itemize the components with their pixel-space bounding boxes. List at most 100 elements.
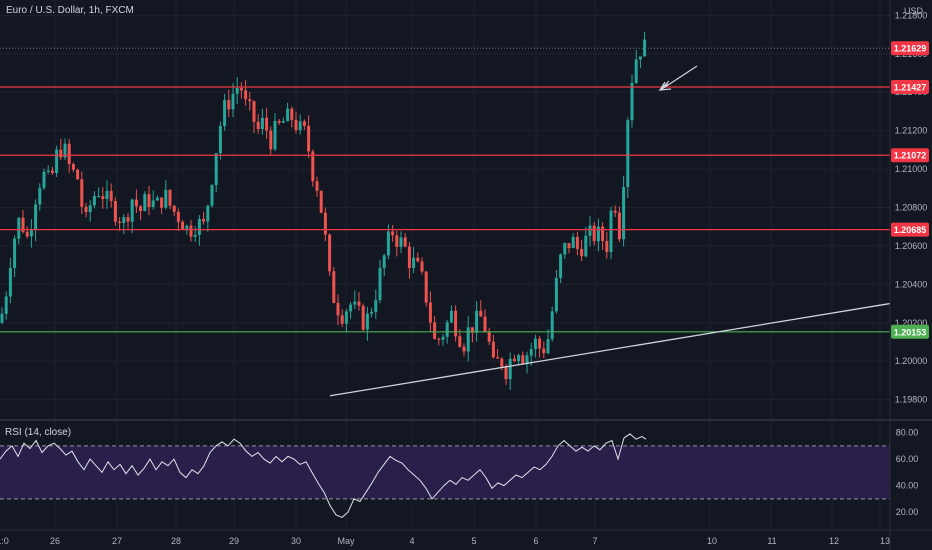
chart-grid xyxy=(0,0,890,528)
time-tick-label: 10 xyxy=(707,536,717,546)
candle-body xyxy=(512,358,516,362)
candle-body xyxy=(76,169,80,180)
candle-body xyxy=(336,302,340,316)
candle-body xyxy=(168,189,172,206)
candle-body xyxy=(134,199,138,207)
candle-body xyxy=(559,254,563,278)
candle-body xyxy=(609,210,613,252)
candle-body xyxy=(542,348,546,354)
candle-body xyxy=(227,100,231,110)
candle-body xyxy=(365,313,369,330)
level-tag-label: 1.21427 xyxy=(894,83,927,93)
candle-body xyxy=(588,225,592,236)
candle-body xyxy=(113,201,117,222)
price-tick-label: 1.21200 xyxy=(895,126,928,136)
candle-body xyxy=(433,322,437,339)
candle-body xyxy=(38,187,42,205)
rsi-axis[interactable]: 80.00 60.00 40.00 20.00 xyxy=(896,428,919,517)
candle-body xyxy=(617,212,621,240)
candle-body xyxy=(349,304,353,312)
candle-body xyxy=(470,327,474,333)
time-tick-label: 26 xyxy=(50,536,60,546)
candle-body xyxy=(197,218,201,235)
candle-body xyxy=(92,196,96,206)
candle-body xyxy=(63,143,67,158)
candle-body xyxy=(395,235,399,247)
candle-body xyxy=(290,108,294,120)
last-price-label: 1.21629 xyxy=(894,44,927,54)
ascending-trendline[interactable] xyxy=(329,302,891,397)
candle-body xyxy=(420,261,424,272)
level-tag-label: 1.20685 xyxy=(894,225,927,235)
candle-body xyxy=(277,120,281,123)
time-tick-label: 12 xyxy=(829,536,839,546)
candle-body xyxy=(122,217,126,224)
candle-body xyxy=(601,226,605,241)
level-tag xyxy=(891,148,929,163)
candle-body xyxy=(567,243,571,249)
candle-body xyxy=(273,120,277,150)
candle-body xyxy=(59,149,63,158)
candle-body xyxy=(466,327,470,352)
candle-body xyxy=(88,205,92,213)
candle-body xyxy=(344,311,348,324)
candle-body xyxy=(533,338,537,350)
candle-body xyxy=(538,338,542,349)
candle-body xyxy=(403,237,407,247)
price-tick-label: 1.19800 xyxy=(895,395,928,405)
annotation-arrow[interactable] xyxy=(658,65,698,91)
candle-body xyxy=(550,311,554,340)
level-tag xyxy=(891,80,929,95)
candle-body xyxy=(378,268,382,301)
time-axis[interactable]: 26 27 28 29 30 May 4 5 6 7 10 11 12 13 21:0 xyxy=(0,536,890,546)
candle-body xyxy=(147,194,151,208)
candle-body xyxy=(269,130,273,150)
candle-body xyxy=(319,190,323,213)
candle-body xyxy=(449,310,453,323)
time-tick-label: 5 xyxy=(471,536,476,546)
candle-body xyxy=(500,358,504,367)
candle-body xyxy=(575,236,579,249)
candle-body xyxy=(613,210,617,213)
candle-body xyxy=(521,355,525,364)
rsi-indicator-label[interactable]: RSI (14, close) xyxy=(5,427,71,438)
price-tick-label: 1.21800 xyxy=(895,10,928,20)
candle-body xyxy=(118,221,122,224)
symbol-title[interactable]: Euro / U.S. Dollar, 1h, FXCM xyxy=(6,5,134,16)
candle-body xyxy=(193,234,197,237)
candle-body xyxy=(458,336,462,347)
level-tag xyxy=(891,324,929,339)
candle-body xyxy=(281,121,285,123)
candle-body xyxy=(0,313,4,323)
candle-body xyxy=(445,322,449,337)
candle-body xyxy=(525,355,529,364)
price-axis[interactable]: 1.218001.216001.214001.212001.210001.208… xyxy=(895,10,928,404)
candle-body xyxy=(416,257,420,262)
candle-body xyxy=(454,310,458,337)
candle-body xyxy=(399,237,403,247)
rsi-tick-label: 80.00 xyxy=(896,428,919,438)
candle-body xyxy=(189,225,193,237)
candle-body xyxy=(13,238,17,268)
candle-body xyxy=(155,197,159,201)
price-tick-label: 1.20200 xyxy=(895,318,928,328)
candle-body xyxy=(353,301,357,305)
candle-body xyxy=(407,246,411,269)
candle-body xyxy=(101,196,105,199)
candle-body xyxy=(80,179,84,207)
candle-body xyxy=(563,243,567,255)
candle-body xyxy=(164,189,168,208)
candle-body xyxy=(260,117,264,130)
candle-body xyxy=(29,230,33,237)
candle-body xyxy=(596,226,600,242)
level-price-tags: 1.21427 1.21072 1.20685 1.20153 1.21629 xyxy=(891,41,929,339)
candle-body xyxy=(235,88,239,94)
price-tick-label: 1.20400 xyxy=(895,279,928,289)
candle-body xyxy=(638,56,642,60)
rsi-tick-label: 20.00 xyxy=(896,507,919,517)
candle-body xyxy=(176,211,180,222)
candle-body xyxy=(265,117,269,131)
rsi-tick-label: 60.00 xyxy=(896,454,919,464)
candle-body xyxy=(374,300,378,312)
